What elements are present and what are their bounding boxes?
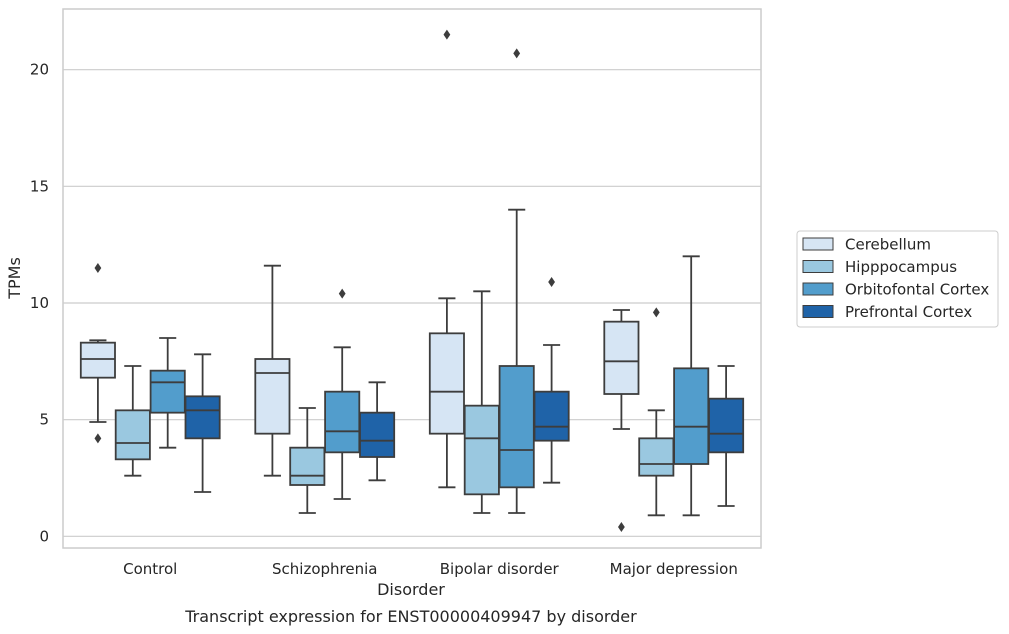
y-tick-label: 20 (30, 61, 49, 79)
box-2-1 (463, 290, 500, 514)
box-1-3 (359, 381, 396, 482)
legend-label: Orbitofontal Cortex (845, 281, 989, 299)
box-0-2 (149, 337, 186, 449)
box-iqr (79, 341, 116, 379)
x-tick-label: Schizophrenia (272, 560, 377, 578)
box-iqr (149, 369, 186, 414)
box-series (79, 29, 745, 532)
plot-frame (62, 8, 762, 549)
box-iqr (533, 390, 570, 442)
box-1-1 (289, 407, 326, 514)
axis-ticks: 0 5 10 15 20 Control Schizophrenia Bipolar diso… (30, 61, 738, 578)
box-3-2 (673, 255, 710, 517)
outlier-point (618, 522, 625, 532)
box-iqr (673, 367, 710, 465)
box-iqr (708, 397, 745, 454)
outlier-point (338, 288, 346, 299)
legend-frame (796, 230, 999, 328)
legend-swatch (802, 305, 834, 318)
legend-swatch (802, 237, 834, 251)
box-0-3 (184, 353, 221, 493)
box-iqr (254, 358, 291, 435)
outlier-point (443, 29, 451, 40)
box-iqr (428, 332, 465, 435)
legend-label: Hipppocampus (845, 258, 957, 276)
box-iqr (324, 390, 361, 454)
box-iqr (638, 437, 675, 477)
x-axis-title: Disorder (377, 580, 445, 599)
box-iqr (463, 404, 500, 496)
box-2-2 (498, 48, 535, 514)
box-2-3 (533, 277, 570, 484)
box-iqr (289, 446, 326, 486)
box-iqr (359, 411, 396, 458)
x-tick-label: Control (123, 560, 177, 578)
box-2-0 (428, 29, 465, 489)
outlier-point (652, 307, 660, 318)
box-3-0 (603, 309, 640, 532)
outlier-point (548, 277, 555, 287)
y-axis-title: TPMs (5, 257, 24, 300)
box-iqr (603, 320, 640, 395)
outlier-point (513, 48, 521, 59)
y-tick-label: 5 (39, 411, 49, 429)
outlier-point (94, 433, 102, 444)
outlier-point (94, 263, 102, 273)
legend-swatch (802, 260, 834, 273)
legend: Cerebellum Hipppocampus Orbitofontal Corte… (796, 230, 999, 328)
box-3-1 (638, 307, 675, 517)
x-tick-label: Major depression (610, 560, 738, 578)
box-0-1 (114, 365, 151, 477)
box-0-0 (79, 263, 116, 444)
legend-label: Cerebellum (845, 236, 931, 254)
chart-caption: Transcript expression for ENST0000040994… (184, 607, 637, 626)
box-iqr (184, 395, 221, 440)
x-tick-label: Bipolar disorder (440, 560, 560, 578)
box-1-0 (254, 264, 291, 477)
box-iqr (498, 365, 535, 489)
box-1-2 (324, 288, 361, 500)
box-iqr (114, 409, 151, 461)
y-tick-label: 0 (39, 527, 49, 545)
y-tick-label: 10 (30, 294, 49, 312)
legend-label: Prefrontal Cortex (845, 303, 972, 321)
legend-swatch (802, 282, 834, 296)
y-tick-label: 15 (30, 177, 49, 195)
box-3-3 (708, 365, 745, 507)
gridlines (63, 69, 761, 537)
